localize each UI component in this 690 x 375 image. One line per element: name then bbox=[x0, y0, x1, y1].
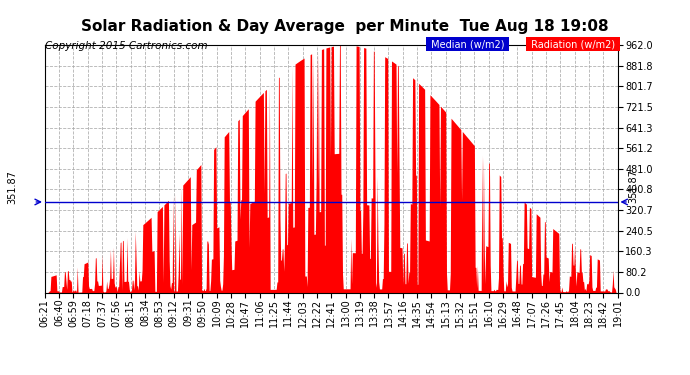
Text: Copyright 2015 Cartronics.com: Copyright 2015 Cartronics.com bbox=[45, 41, 208, 51]
Text: Median (w/m2): Median (w/m2) bbox=[428, 39, 507, 50]
Text: 351.87: 351.87 bbox=[8, 171, 17, 204]
Text: Radiation (w/m2): Radiation (w/m2) bbox=[528, 39, 618, 50]
Text: Solar Radiation & Day Average  per Minute  Tue Aug 18 19:08: Solar Radiation & Day Average per Minute… bbox=[81, 19, 609, 34]
Text: 351.87: 351.87 bbox=[628, 169, 638, 202]
